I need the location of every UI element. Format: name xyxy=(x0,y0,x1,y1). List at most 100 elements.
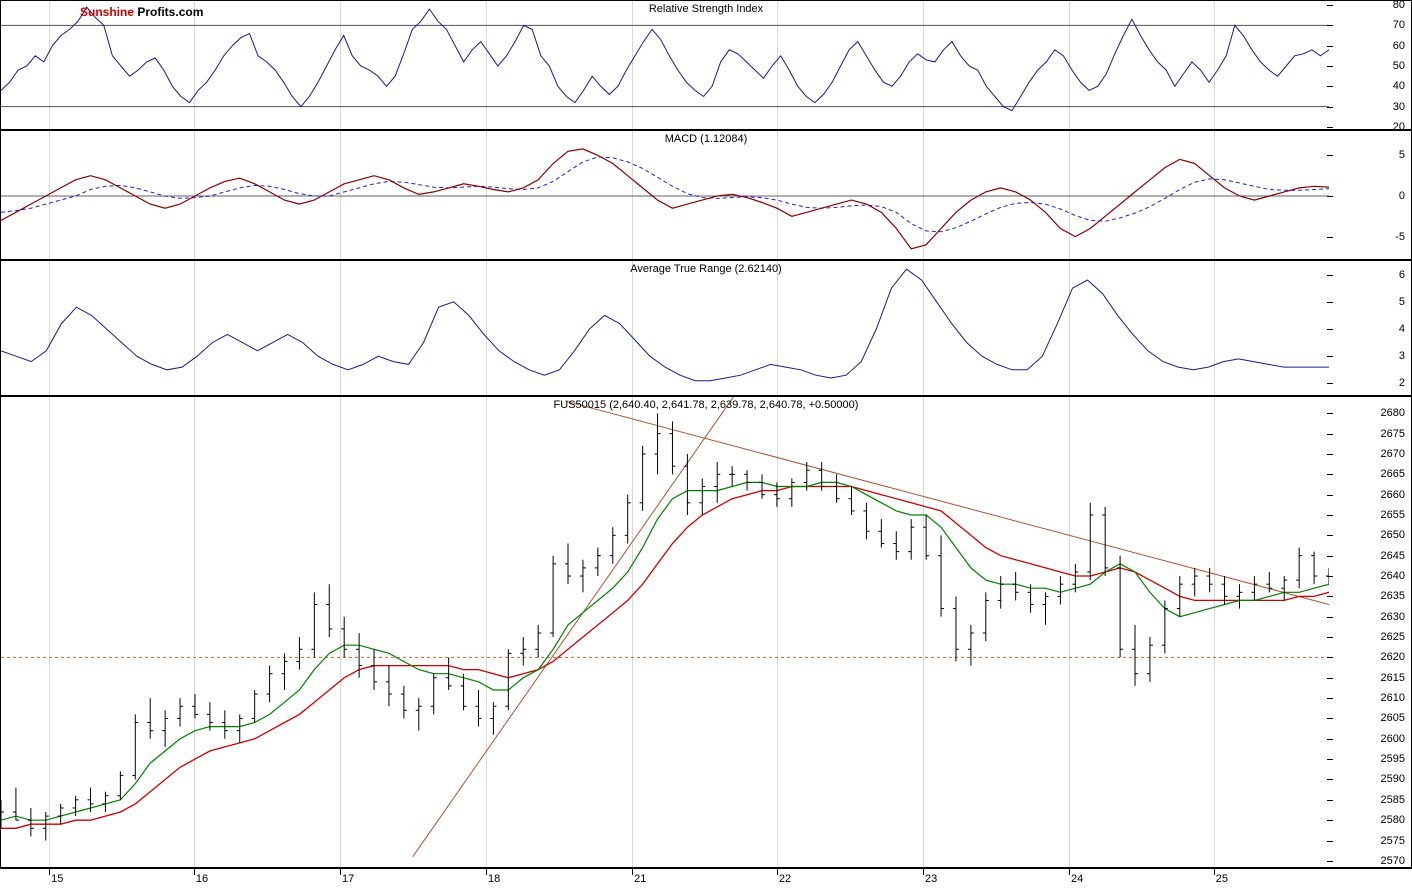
xtick-label: 21 xyxy=(634,873,646,887)
ytick xyxy=(1327,413,1333,414)
ytick-label: 6 xyxy=(1399,269,1405,281)
ytick-label: 2665 xyxy=(1381,468,1405,480)
xaxis: 15 16 17 18 21 22 23 24 25 xyxy=(0,868,1412,889)
price-panel: FUS50015 (2,640.40, 2,641.78, 2,639.78, … xyxy=(0,396,1412,868)
ytick-label: 50 xyxy=(1393,60,1405,72)
ytick-label: 4 xyxy=(1399,323,1405,335)
ytick-label: 2570 xyxy=(1381,855,1405,867)
xtick xyxy=(49,869,50,875)
atr-panel: Average True Range (2.62140) 2 3 4 5 6 xyxy=(0,260,1412,396)
ytick-label: 2680 xyxy=(1381,407,1405,419)
rsi-panel: Relative Strength Index20304050607080 xyxy=(0,0,1412,130)
ytick-label: 0 xyxy=(1399,190,1405,202)
ytick-label: 5 xyxy=(1399,296,1405,308)
xtick xyxy=(486,869,487,875)
ytick xyxy=(1327,196,1333,197)
macd-panel-title: MACD (1.12084) xyxy=(665,133,748,145)
ytick xyxy=(1327,779,1333,780)
ytick xyxy=(1327,718,1333,719)
xtick-label: 18 xyxy=(488,873,500,887)
ytick xyxy=(1327,155,1333,156)
ytick xyxy=(1327,237,1333,238)
ytick-label: 2635 xyxy=(1381,590,1405,602)
ytick xyxy=(1327,800,1333,801)
ytick-label: 2620 xyxy=(1381,651,1405,663)
ytick-label: 2625 xyxy=(1381,631,1405,643)
ytick-label: 2610 xyxy=(1381,692,1405,704)
ytick xyxy=(1327,841,1333,842)
ytick xyxy=(1327,454,1333,455)
ytick xyxy=(1327,302,1333,303)
xtick xyxy=(194,869,195,875)
atr-panel-title: Average True Range (2.62140) xyxy=(630,263,781,275)
ytick xyxy=(1327,678,1333,679)
ytick xyxy=(1327,25,1333,26)
xtick xyxy=(777,869,778,875)
ytick-label: 2675 xyxy=(1381,428,1405,440)
ytick xyxy=(1327,86,1333,87)
ytick xyxy=(1327,107,1333,108)
ytick-label: 3 xyxy=(1399,350,1405,362)
xtick-label: 23 xyxy=(925,873,937,887)
ytick-label: 5 xyxy=(1399,149,1405,161)
ytick-label: 40 xyxy=(1393,80,1405,92)
watermark-part1: Sunshine xyxy=(80,5,134,19)
ytick-label: 2590 xyxy=(1381,773,1405,785)
ytick-label: 2640 xyxy=(1381,570,1405,582)
ytick-label: 2595 xyxy=(1381,753,1405,765)
ytick-label: 2585 xyxy=(1381,794,1405,806)
ytick xyxy=(1327,535,1333,536)
ytick-label: 70 xyxy=(1393,19,1405,31)
xtick xyxy=(1214,869,1215,875)
ytick xyxy=(1327,739,1333,740)
ytick-label: 2655 xyxy=(1381,509,1405,521)
ytick xyxy=(1327,356,1333,357)
ytick xyxy=(1327,434,1333,435)
ytick-label: 2575 xyxy=(1381,835,1405,847)
ytick-label: 2 xyxy=(1399,377,1405,389)
xtick-label: 16 xyxy=(196,873,208,887)
ytick xyxy=(1327,759,1333,760)
xtick-label: 17 xyxy=(342,873,354,887)
ytick-label: 2600 xyxy=(1381,733,1405,745)
ytick xyxy=(1327,698,1333,699)
ytick xyxy=(1327,861,1333,862)
ytick xyxy=(1327,5,1333,6)
ytick-label: 2650 xyxy=(1381,529,1405,541)
rsi-panel-title: Relative Strength Index xyxy=(649,3,763,15)
ytick-label: 2630 xyxy=(1381,611,1405,623)
ytick-label: 80 xyxy=(1393,0,1405,11)
ytick xyxy=(1327,127,1333,128)
ytick xyxy=(1327,515,1333,516)
ytick xyxy=(1327,275,1333,276)
ytick-label: 2670 xyxy=(1381,448,1405,460)
ytick-label: 2660 xyxy=(1381,489,1405,501)
ytick xyxy=(1327,576,1333,577)
ytick xyxy=(1327,66,1333,67)
ytick-label: 60 xyxy=(1393,40,1405,52)
xtick-label: 24 xyxy=(1071,873,1083,887)
ytick-label: 2645 xyxy=(1381,550,1405,562)
ytick xyxy=(1327,820,1333,821)
ytick-label: 2605 xyxy=(1381,712,1405,724)
xtick xyxy=(632,869,633,875)
ytick xyxy=(1327,329,1333,330)
xtick-label: 15 xyxy=(51,873,63,887)
ytick-label: 30 xyxy=(1393,101,1405,113)
ytick xyxy=(1327,596,1333,597)
ytick xyxy=(1327,46,1333,47)
watermark-part2: Profits.com xyxy=(134,5,203,19)
watermark: Sunshine Profits.com xyxy=(80,5,203,19)
xtick xyxy=(923,869,924,875)
price-panel-title: FUS50015 (2,640.40, 2,641.78, 2,639.78, … xyxy=(554,399,859,411)
ytick xyxy=(1327,474,1333,475)
xtick xyxy=(1069,869,1070,875)
xtick-label: 22 xyxy=(779,873,791,887)
ytick-label: 2580 xyxy=(1381,814,1405,826)
ytick xyxy=(1327,495,1333,496)
ytick xyxy=(1327,637,1333,638)
macd-panel: MACD (1.12084)-505 xyxy=(0,130,1412,260)
ytick xyxy=(1327,383,1333,384)
ytick-label: 2615 xyxy=(1381,672,1405,684)
xtick-label: 25 xyxy=(1216,873,1228,887)
